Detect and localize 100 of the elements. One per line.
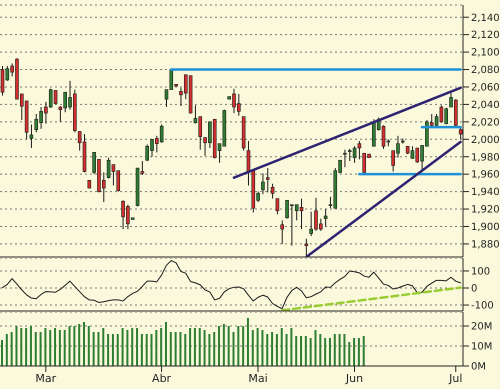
candlestick <box>343 149 347 168</box>
bar <box>174 332 177 366</box>
bar <box>150 334 153 366</box>
y-tick-label: 2,040 <box>471 100 500 111</box>
bar <box>295 336 298 366</box>
bar <box>64 330 66 366</box>
bar <box>204 330 206 366</box>
bar <box>314 330 316 366</box>
bar <box>92 332 95 366</box>
bar <box>164 322 167 366</box>
bar <box>82 322 85 366</box>
y-tick-label: 2,140 <box>471 12 500 24</box>
candlestick <box>261 172 265 195</box>
y-tick-label: 2,120 <box>471 30 500 42</box>
y-tick-label: 2,080 <box>471 65 500 76</box>
bar <box>208 334 210 366</box>
bar <box>334 334 336 366</box>
y-tick-label: 1,920 <box>471 204 500 216</box>
bar <box>218 326 220 366</box>
bar <box>131 328 134 366</box>
bar <box>237 326 240 366</box>
bar <box>34 332 37 366</box>
bar <box>122 328 124 366</box>
bar <box>170 332 172 366</box>
y-tick-label: 1,960 <box>471 170 500 181</box>
y-tick-label: 2,100 <box>471 48 500 59</box>
bar <box>58 330 61 366</box>
bar <box>319 334 322 366</box>
bar <box>276 334 278 366</box>
bar <box>280 328 283 366</box>
bar <box>271 332 274 366</box>
y-tick-label: 2,020 <box>471 117 500 128</box>
bar <box>338 334 341 366</box>
bar <box>30 326 32 366</box>
bar <box>194 328 196 366</box>
bar <box>68 326 71 366</box>
y-tick-label: 1,880 <box>471 239 500 250</box>
x-tick-label: Abr <box>152 372 172 385</box>
bar <box>358 338 360 366</box>
bar <box>10 332 13 366</box>
bar <box>310 338 312 366</box>
bar <box>304 336 307 366</box>
bar <box>246 318 249 366</box>
bar <box>266 334 268 366</box>
bar <box>54 328 56 366</box>
candlestick <box>280 220 284 244</box>
bar <box>20 328 22 366</box>
bar <box>252 330 254 366</box>
bar <box>140 334 143 366</box>
candlestick <box>246 140 250 186</box>
bar <box>213 332 216 366</box>
bar <box>232 332 234 366</box>
bar <box>116 334 119 366</box>
bar <box>222 324 225 366</box>
bar <box>189 328 192 366</box>
bar <box>324 338 326 366</box>
bar <box>44 328 46 366</box>
y-tick-label: 100 <box>471 266 490 278</box>
y-tick-label: 1,900 <box>471 222 500 234</box>
bar <box>136 328 138 366</box>
bar <box>228 326 230 366</box>
y-tick-label: -100 <box>471 300 494 312</box>
bar <box>198 328 201 366</box>
y-tick-label: 0M <box>471 362 486 373</box>
bar <box>6 334 8 366</box>
bar <box>348 342 350 366</box>
x-tick-label: Mar <box>35 372 57 385</box>
y-tick-label: 2,060 <box>471 82 500 94</box>
bar <box>25 328 28 366</box>
candlestick <box>30 124 34 149</box>
y-tick-label: 20M <box>471 322 492 333</box>
x-tick-label: Mai <box>248 372 268 385</box>
candlestick <box>324 208 328 227</box>
bar <box>78 324 80 366</box>
bar <box>88 326 90 366</box>
candlestick <box>276 198 280 215</box>
bar <box>343 334 346 366</box>
bar <box>73 326 76 366</box>
bar <box>242 326 244 366</box>
y-tick-label: 10M <box>471 342 492 353</box>
bar <box>184 334 186 366</box>
bar <box>49 330 52 366</box>
bar <box>261 330 264 366</box>
bar <box>256 328 259 366</box>
bar <box>290 328 292 366</box>
bar <box>146 334 148 366</box>
bar <box>179 332 182 366</box>
bar <box>97 332 100 366</box>
y-tick-label: 2,000 <box>471 134 500 146</box>
bar <box>362 336 365 366</box>
candlestick <box>270 183 274 200</box>
bar <box>353 338 356 366</box>
bar <box>300 336 302 366</box>
bar <box>112 334 114 366</box>
bar <box>107 334 110 366</box>
x-tick-label: Jun <box>344 372 364 385</box>
bar <box>1 340 3 366</box>
bar <box>155 330 158 366</box>
bar <box>286 334 288 366</box>
y-tick-label: 0 <box>471 284 478 295</box>
